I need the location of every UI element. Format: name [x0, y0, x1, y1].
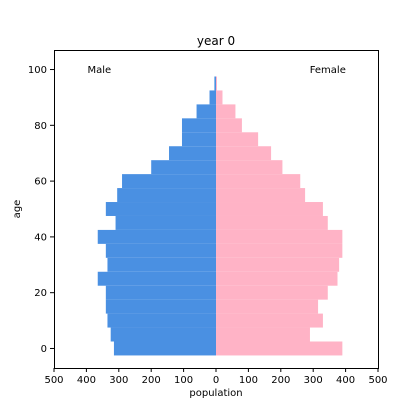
bar-female-age-70 [216, 146, 272, 161]
y-axis: 0 20 40 60 80 100 [28, 65, 54, 355]
x-tick-label: 100 [239, 375, 258, 386]
y-tick-label: 0 [41, 344, 47, 355]
x-tick-label: 0 [213, 375, 219, 386]
x-tick-label: 200 [142, 375, 161, 386]
bar-male-age-15 [105, 299, 216, 314]
x-tick-label: 300 [304, 375, 323, 386]
bar-female-age-80 [216, 118, 242, 133]
bar-female-age-5 [216, 327, 310, 342]
bar-female-age-30 [216, 257, 340, 272]
bar-female-age-25 [216, 271, 338, 286]
y-axis-label: age [12, 200, 23, 219]
bar-male-age-90 [209, 90, 216, 105]
annotation-female: Female [310, 65, 346, 76]
bar-male-age-40 [97, 229, 216, 244]
bar-male-age-30 [107, 257, 216, 272]
annotation-male: Male [88, 65, 112, 76]
bar-female-age-10 [216, 313, 323, 328]
chart-title: year 0 [197, 34, 235, 48]
bar-male-age-60 [122, 174, 216, 189]
bar-male-age-35 [105, 243, 216, 258]
x-tick-label: 400 [336, 375, 355, 386]
y-tick-label: 100 [28, 65, 47, 76]
bar-male-age-95 [214, 76, 216, 91]
x-axis: 500 400 300 200 100 0 100 200 300 400 500 [44, 368, 388, 386]
annotations: Male Female [88, 65, 346, 76]
bar-male-age-10 [107, 313, 216, 328]
bar-female-age-75 [216, 132, 259, 147]
bar-male-age-25 [97, 271, 216, 286]
bar-female-age-0 [216, 341, 343, 356]
x-tick-label: 500 [44, 375, 63, 386]
bar-female-age-85 [216, 104, 236, 119]
x-tick-label: 500 [368, 375, 387, 386]
bar-male-age-50 [105, 202, 216, 216]
x-tick-label: 400 [77, 375, 96, 386]
bar-male-age-55 [117, 188, 216, 203]
x-tick-label: 300 [109, 375, 128, 386]
y-tick-label: 80 [34, 121, 47, 132]
y-tick-label: 60 [34, 177, 47, 188]
bar-male-age-85 [196, 104, 216, 119]
bar-female-age-50 [216, 202, 323, 216]
bar-male-age-45 [115, 215, 216, 230]
bar-female-age-15 [216, 299, 319, 314]
bar-female-age-60 [216, 174, 301, 189]
bar-male-age-70 [169, 146, 216, 161]
bar-female-age-20 [216, 285, 328, 300]
bar-female-age-65 [216, 160, 283, 175]
x-tick-label: 200 [271, 375, 290, 386]
bar-female-age-90 [216, 90, 223, 105]
bar-female-age-40 [216, 229, 343, 244]
x-tick-label: 100 [174, 375, 193, 386]
bar-female-age-55 [216, 188, 306, 203]
bar-male-age-5 [110, 327, 216, 342]
y-tick-label: 40 [34, 232, 47, 243]
bar-male-age-20 [105, 285, 216, 300]
y-tick-label: 20 [34, 288, 47, 299]
bar-female-age-95 [216, 76, 217, 91]
x-axis-label: population [189, 388, 242, 399]
bar-male-age-65 [151, 160, 216, 175]
bar-male-age-75 [181, 132, 216, 147]
bar-male-age-80 [181, 118, 216, 133]
bar-female-age-35 [216, 243, 343, 258]
bar-female-age-45 [216, 215, 328, 230]
bar-male-age-0 [113, 341, 216, 356]
bars-group [97, 76, 343, 356]
